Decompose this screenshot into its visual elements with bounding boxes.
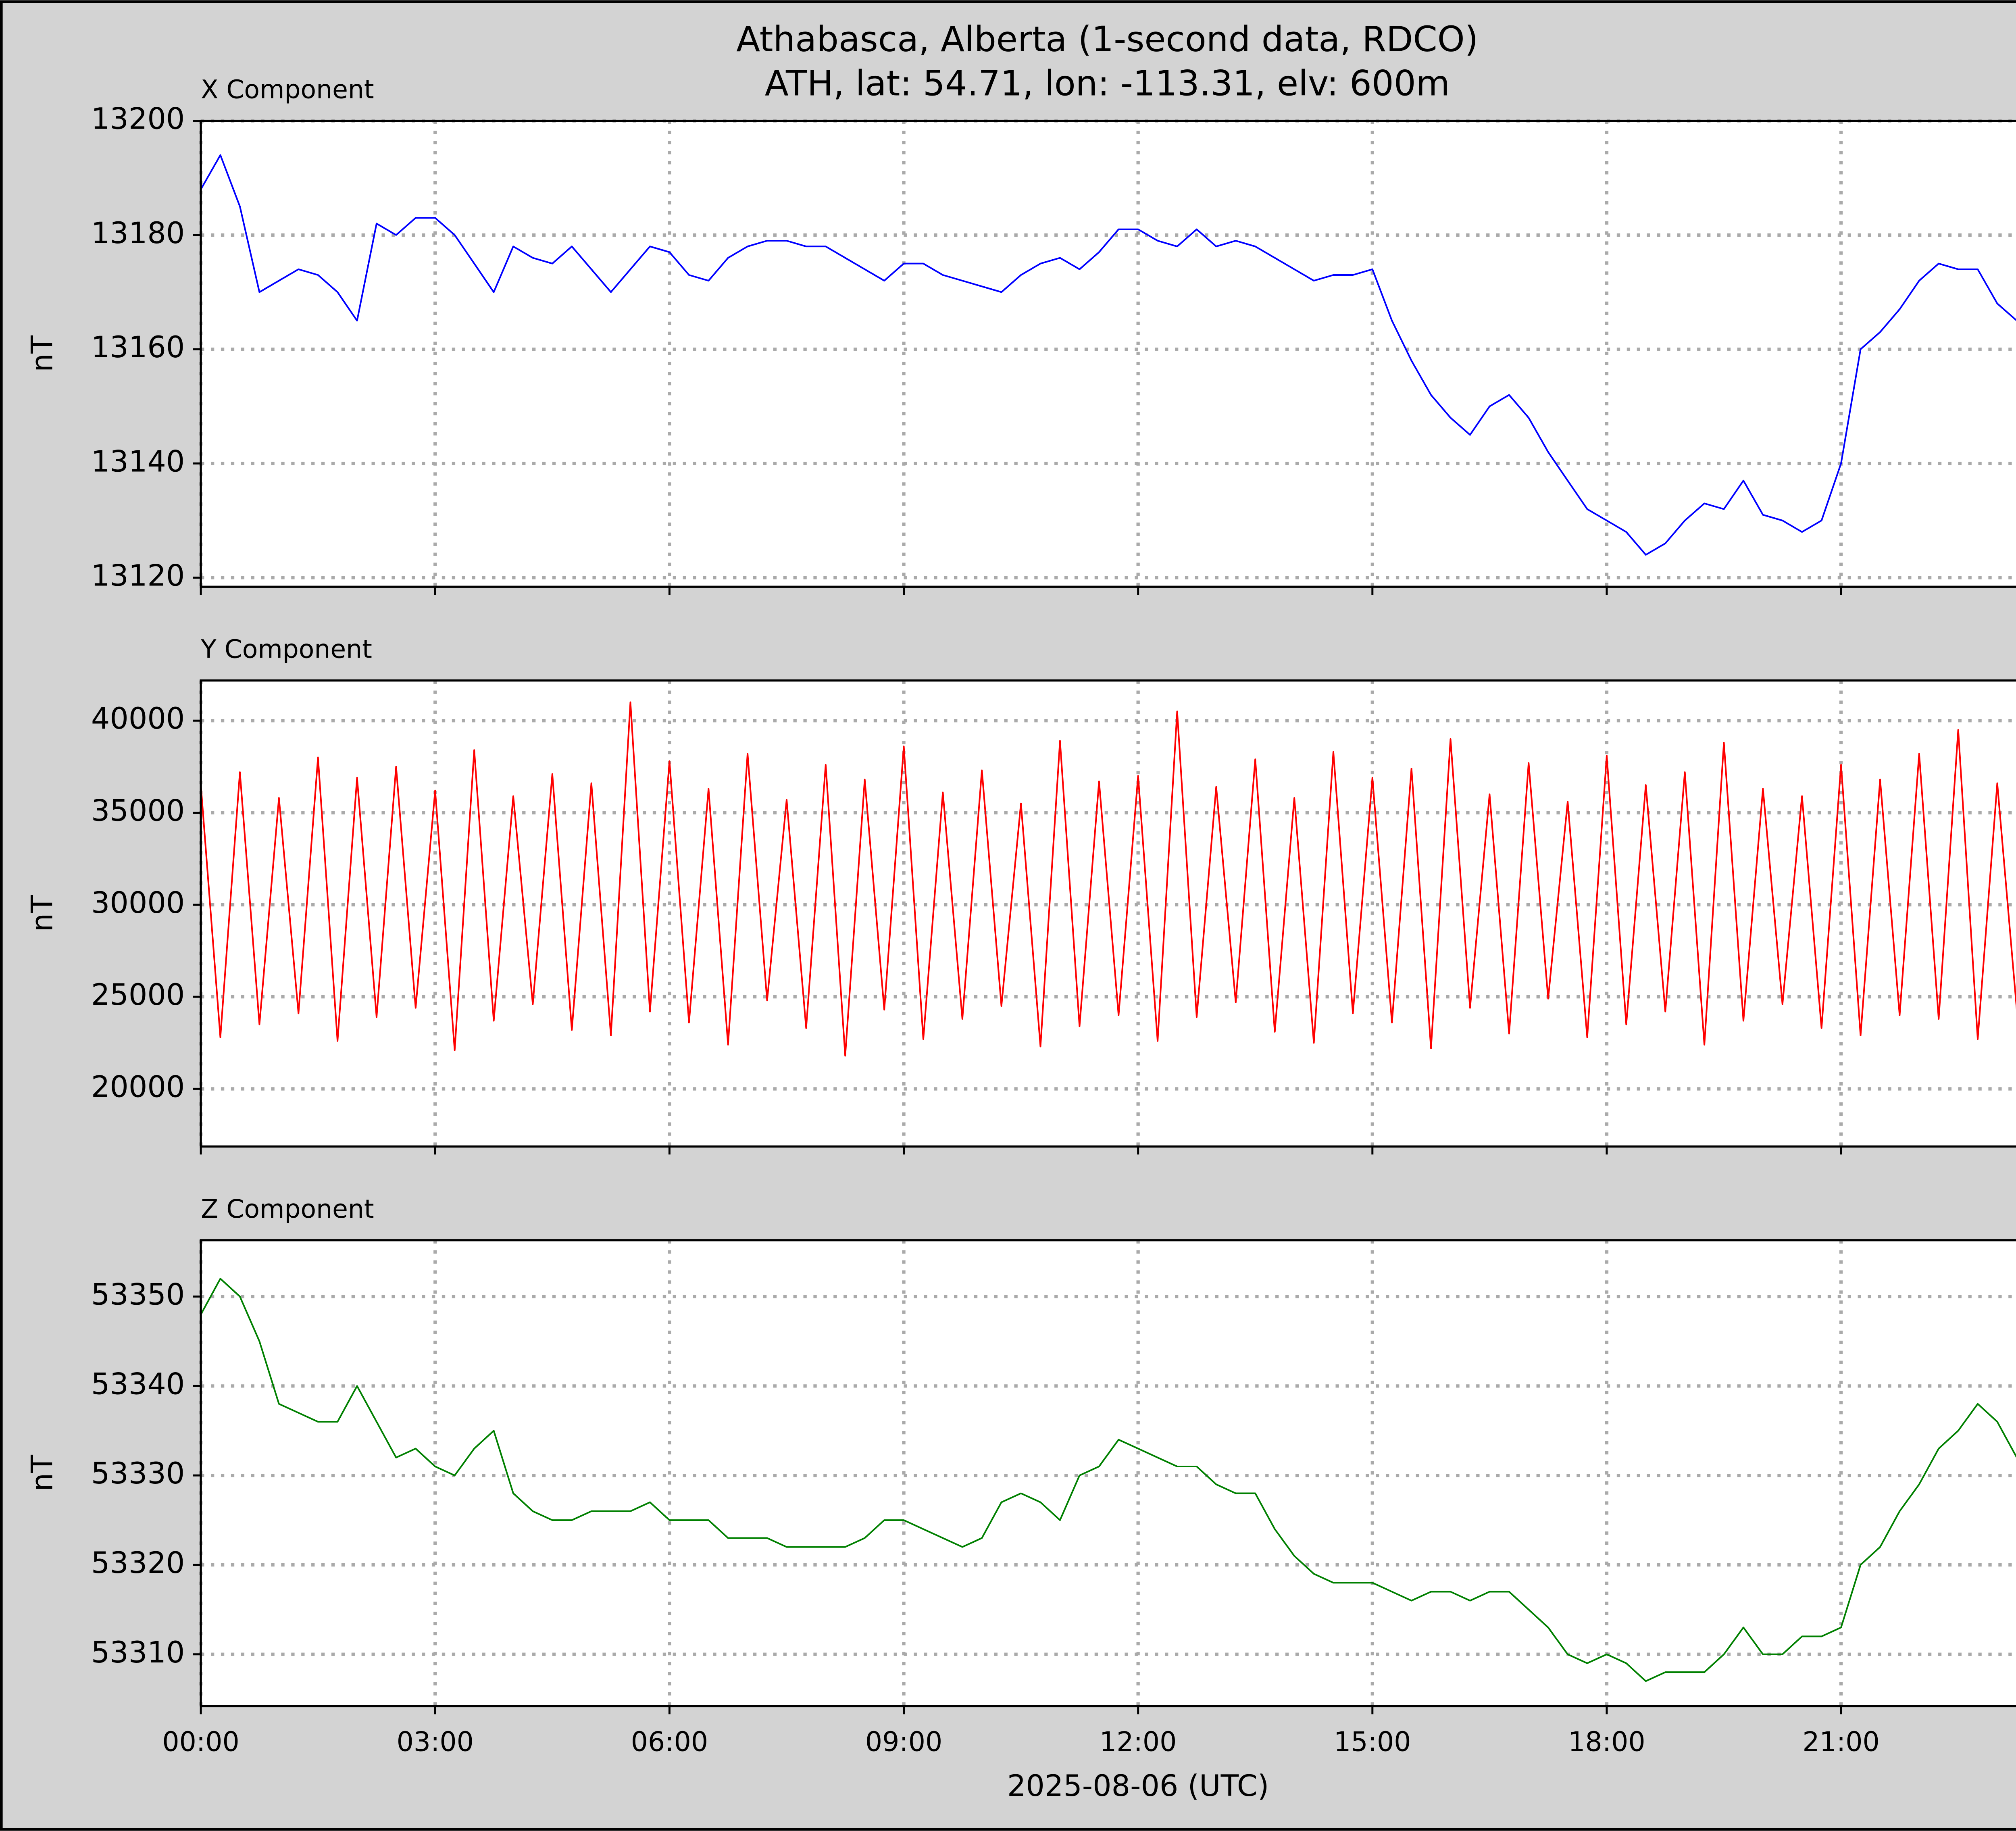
- x-tick-label: 21:00: [1802, 1726, 1879, 1757]
- subplot-title: Y Component: [200, 634, 372, 664]
- y-tick-label: 53350: [91, 1278, 185, 1312]
- plot-frame: [200, 1239, 2016, 1708]
- plot-frame: [200, 679, 2016, 1148]
- x-tick-label: 18:00: [1568, 1726, 1645, 1757]
- y-tick-label: 53340: [91, 1367, 185, 1401]
- y-tick-label: 13120: [91, 559, 185, 593]
- y-tick-label: 13140: [91, 444, 185, 479]
- y-tick-label: 53310: [91, 1635, 185, 1670]
- x-tick-label: 03:00: [397, 1726, 474, 1757]
- chart-title: Athabasca, Alberta (1-second data, RDCO): [736, 19, 1478, 60]
- x-tick-label: 09:00: [865, 1726, 942, 1757]
- data-line: [200, 154, 2016, 556]
- y-tick-label: 30000: [91, 886, 185, 920]
- y-tick-label: 53330: [91, 1456, 185, 1491]
- x-tick-label: 06:00: [631, 1726, 708, 1757]
- y-tick-label: 13180: [91, 216, 185, 250]
- y-tick-label: 13200: [91, 102, 185, 136]
- y-tick-label: 40000: [91, 702, 185, 736]
- y-tick-label: 13160: [91, 330, 185, 365]
- y-tick-label: 20000: [91, 1070, 185, 1104]
- y-tick-label: 25000: [91, 978, 185, 1012]
- subplot-title: X Component: [201, 75, 374, 104]
- y-axis-label: nT: [25, 335, 60, 372]
- plot-area: [201, 121, 2016, 587]
- x-tick-label: 15:00: [1334, 1726, 1411, 1757]
- subplot-title: Z Component: [201, 1194, 374, 1224]
- y-tick-label: 53320: [91, 1546, 185, 1580]
- plot-area: [201, 680, 2016, 1147]
- y-axis-label: nT: [25, 895, 60, 932]
- x-tick-label: 00:00: [162, 1726, 239, 1757]
- plot-frame: [200, 119, 2016, 588]
- data-line: [200, 1278, 2016, 1682]
- x-axis-label: 2025-08-06 (UTC): [1007, 1769, 1269, 1803]
- x-tick-label: 12:00: [1100, 1726, 1177, 1757]
- chart-subtitle: ATH, lat: 54.71, lon: -113.31, elv: 600m: [765, 64, 1450, 104]
- y-axis-label: nT: [25, 1455, 60, 1491]
- y-tick-label: 35000: [91, 794, 185, 828]
- plot-area: [201, 1240, 2016, 1706]
- data-line: [200, 701, 2016, 1057]
